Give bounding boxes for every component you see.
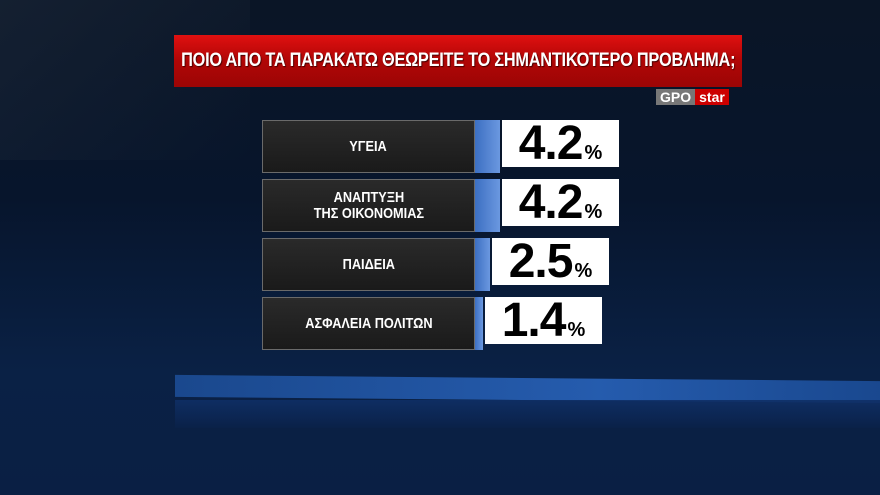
category-label: ΑΝΑΠΤΥΞΗ ΤΗΣ ΟΙΚΟΝΟΜΙΑΣ — [262, 179, 475, 232]
category-label: ΥΓΕΙΑ — [262, 120, 475, 173]
category-text: ΑΝΑΠΤΥΞΗ ΤΗΣ ΟΙΚΟΝΟΜΙΑΣ — [313, 188, 424, 222]
bar — [475, 297, 483, 350]
value-label: 2.5 — [508, 235, 574, 288]
value-label: 1.4 — [501, 294, 567, 347]
bar — [475, 120, 500, 173]
value-label: 4.2 — [518, 117, 584, 170]
value-box: 4.2% — [502, 176, 619, 229]
category-label: ΠΑΙΔΕΙΑ — [262, 238, 475, 291]
value-box: 2.5% — [492, 235, 609, 288]
percent-sign: % — [584, 201, 603, 223]
percent-sign: % — [584, 142, 603, 164]
category-label: ΑΣΦΑΛΕΙΑ ΠΟΛΙΤΩΝ — [262, 297, 475, 350]
category-text: ΑΣΦΑΛΕΙΑ ΠΟΛΙΤΩΝ — [304, 314, 433, 332]
logo-star: star — [695, 89, 729, 105]
category-text: ΠΑΙΔΕΙΑ — [342, 255, 395, 273]
bar — [475, 238, 490, 291]
value-label: 4.2 — [518, 176, 584, 229]
percent-sign: % — [567, 319, 586, 341]
source-logo: GPO star — [656, 89, 729, 105]
chart-title: ΠΟΙΟ ΑΠΟ ΤΑ ΠΑΡΑΚΑΤΩ ΘΕΩΡΕΙΤΕ ΤΟ ΣΗΜΑΝΤΙ… — [180, 50, 736, 71]
value-box: 4.2% — [502, 117, 619, 170]
percent-sign: % — [574, 260, 593, 282]
category-text: ΥΓΕΙΑ — [349, 137, 388, 155]
logo-gpo: GPO — [656, 89, 696, 105]
background-streak — [175, 374, 880, 404]
background-streak — [175, 400, 880, 428]
bar — [475, 179, 500, 232]
value-box: 1.4% — [485, 294, 602, 347]
title-banner: ΠΟΙΟ ΑΠΟ ΤΑ ΠΑΡΑΚΑΤΩ ΘΕΩΡΕΙΤΕ ΤΟ ΣΗΜΑΝΤΙ… — [174, 35, 742, 87]
